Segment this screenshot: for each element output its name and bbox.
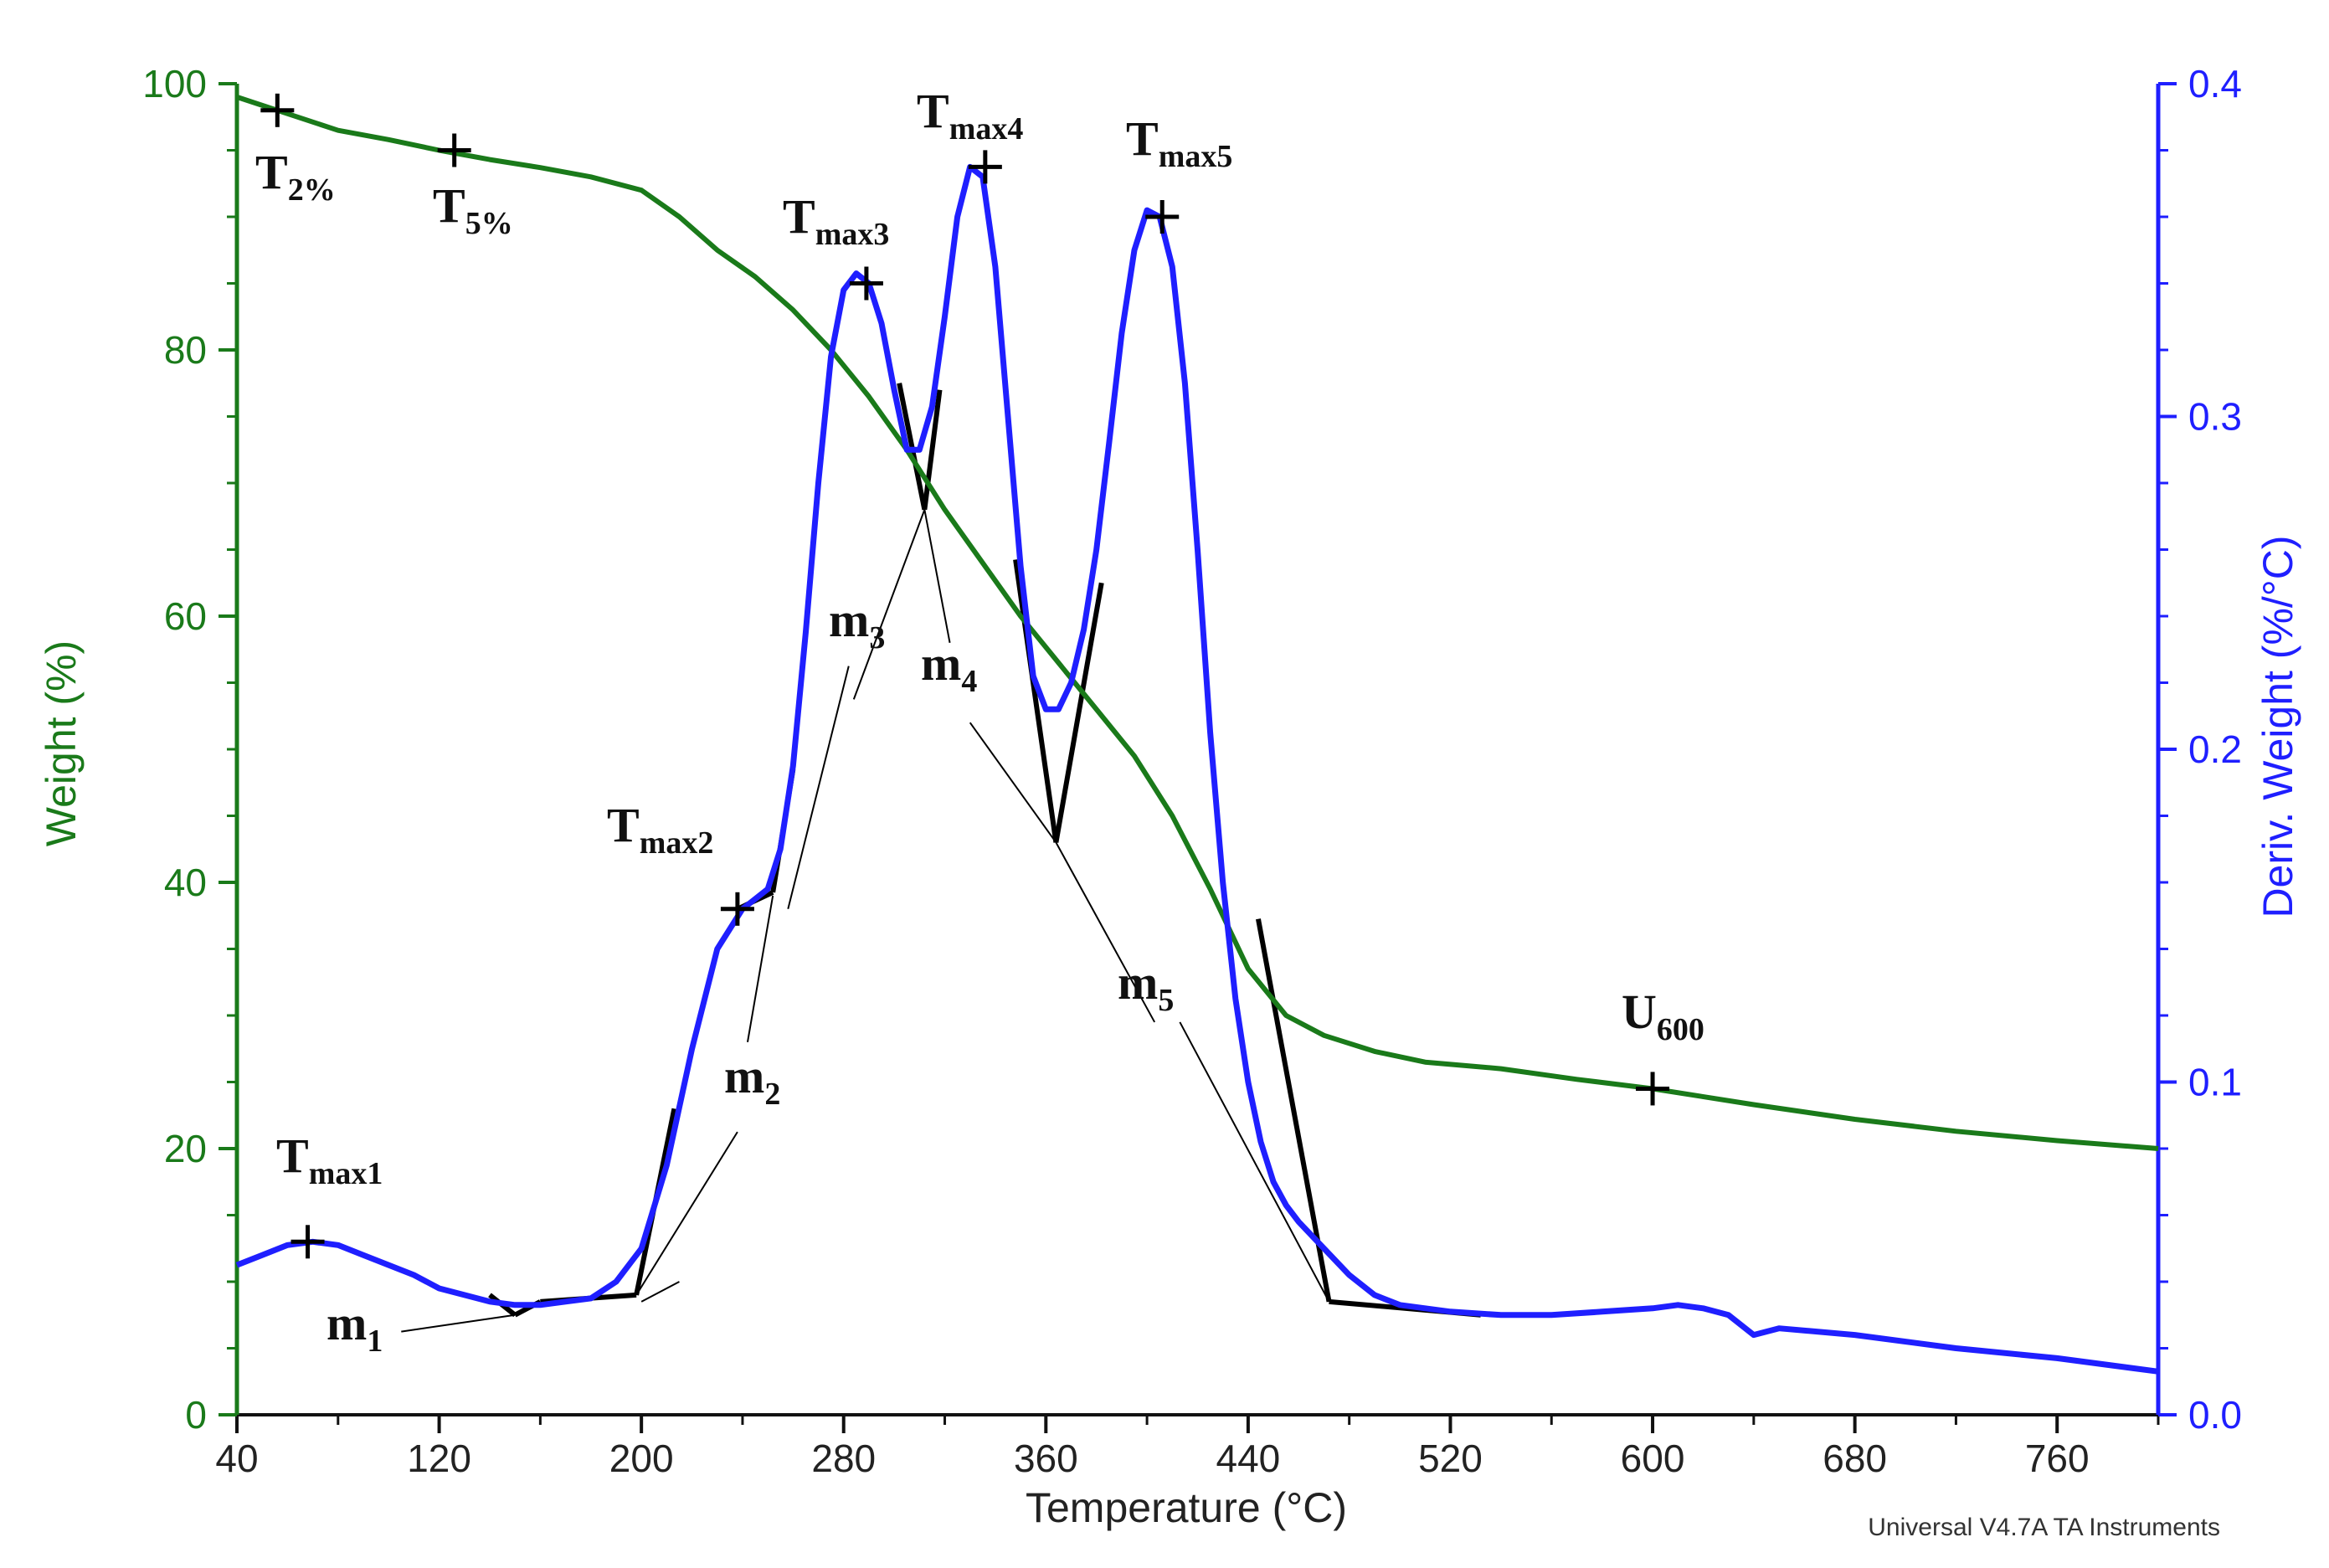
derivative-curve <box>235 163 2159 1375</box>
y-right-axis-title: Deriv. Weight (%/°C) <box>2254 535 2301 918</box>
leader-line <box>1179 1021 1330 1303</box>
marker-label-u600: U600 <box>1622 984 1704 1047</box>
y-left-tick-label: 60 <box>164 594 207 638</box>
segment-label-m2: m2 <box>724 1049 780 1112</box>
marker-label-tmax5-main: T <box>1126 111 1159 166</box>
segment-label-m1-subscript: 1 <box>367 1324 383 1359</box>
x-tick-label: 440 <box>1216 1437 1281 1480</box>
leader-line <box>852 509 926 700</box>
marker-label-tmax2-subscript: max2 <box>640 825 714 861</box>
x-tick-label: 120 <box>407 1437 471 1480</box>
leader-line <box>640 1281 680 1303</box>
x-tick-label: 600 <box>1621 1437 1685 1480</box>
x-tick-label: 680 <box>1823 1437 1887 1480</box>
y-right-tick-label: 0.2 <box>2188 727 2242 771</box>
tangent-segment <box>1013 559 1059 843</box>
marker-label-tmax4: Tmax4 <box>917 84 1023 147</box>
marker-label-tmax2-main: T <box>607 798 640 852</box>
marker-label-tmax3: Tmax3 <box>783 189 889 252</box>
tangent-segment <box>922 389 943 511</box>
marker-label-tmax5: Tmax5 <box>1126 111 1232 174</box>
marker-label-tmax5-subscript: max5 <box>1159 139 1233 174</box>
x-axis-title: Temperature (°C) <box>1026 1484 1347 1531</box>
y-right-tick-label: 0.4 <box>2188 62 2242 105</box>
segment-label-m2-subscript: 2 <box>764 1077 780 1112</box>
marker-label-u600-main: U <box>1622 984 1657 1039</box>
segment-label-m4: m4 <box>921 636 977 699</box>
marker-label-tmax4-main: T <box>917 84 949 138</box>
x-tick-label: 760 <box>2025 1437 2090 1480</box>
marker-label-tmax2: Tmax2 <box>607 798 713 861</box>
marker-label-tmax1-subscript: max1 <box>309 1156 383 1191</box>
marker-label-tmax4-subscript: max4 <box>949 111 1024 147</box>
segment-label-m3-main: m <box>829 593 869 647</box>
segment-label-m5-main: m <box>1118 955 1158 1010</box>
instrument-credit: Universal V4.7A TA Instruments <box>1868 1514 2220 1541</box>
y-left-axis-title: Weight (%) <box>38 640 85 846</box>
leader-line <box>401 1314 516 1333</box>
marker-label-tmax1-main: T <box>276 1128 309 1183</box>
segment-label-m2-main: m <box>724 1049 764 1103</box>
y-right-tick-label: 0.0 <box>2188 1393 2242 1437</box>
marker-label-tmax3-main: T <box>783 189 815 244</box>
segment-label-m1-main: m <box>326 1296 367 1350</box>
segment-label-m3: m3 <box>829 593 885 655</box>
y-left-tick-label: 100 <box>142 62 207 105</box>
x-tick-label: 360 <box>1014 1437 1078 1480</box>
y-right-tick-label: 0.1 <box>2188 1061 2242 1104</box>
x-tick-label: 520 <box>1418 1437 1483 1480</box>
segment-label-m4-main: m <box>921 636 961 691</box>
x-tick-label: 200 <box>609 1437 674 1480</box>
marker-label-t5-subscript: 5% <box>465 206 513 241</box>
leader-line <box>747 895 774 1042</box>
tangent-segment <box>1053 582 1104 843</box>
leader-line <box>787 666 850 910</box>
tangent-segment <box>897 383 928 511</box>
marker-label-tmax1: Tmax1 <box>276 1128 383 1191</box>
leader-line <box>923 509 951 643</box>
series-layer <box>235 95 2159 1375</box>
tangent-lines <box>401 383 1481 1333</box>
marker-label-t5: T5% <box>433 178 513 241</box>
weight-curve <box>236 95 2159 1151</box>
leader-line <box>969 722 1057 843</box>
x-tick-label: 40 <box>215 1437 258 1480</box>
segment-label-m4-subscript: 4 <box>961 664 977 699</box>
y-right-tick-label: 0.3 <box>2188 395 2242 439</box>
segment-label-m3-subscript: 3 <box>869 620 885 655</box>
y-left-tick-label: 40 <box>164 861 207 904</box>
segment-label-m1: m1 <box>326 1296 383 1359</box>
marker-label-t2-subscript: 2% <box>288 172 336 208</box>
y-left-tick-label: 0 <box>185 1393 207 1437</box>
segment-label-m5: m5 <box>1118 955 1174 1018</box>
y-left-tick-label: 80 <box>164 328 207 372</box>
leader-line <box>635 1131 738 1296</box>
marker-label-tmax3-subscript: max3 <box>815 217 890 252</box>
y-left-tick-label: 20 <box>164 1127 207 1170</box>
marker-label-u600-subscript: 600 <box>1657 1012 1704 1047</box>
x-tick-label: 280 <box>811 1437 876 1480</box>
marker-label-t5-main: T <box>433 178 465 233</box>
marker-label-t2-main: T <box>255 145 288 199</box>
segment-label-m5-subscript: 5 <box>1158 983 1174 1018</box>
axes-layer: 40 120 200 280 360 440 520 600 680 76002040608010… <box>142 62 2242 1480</box>
marker-label-t2: T2% <box>255 145 336 208</box>
leader-line <box>1055 841 1156 1023</box>
marker-layer <box>260 93 1670 1259</box>
